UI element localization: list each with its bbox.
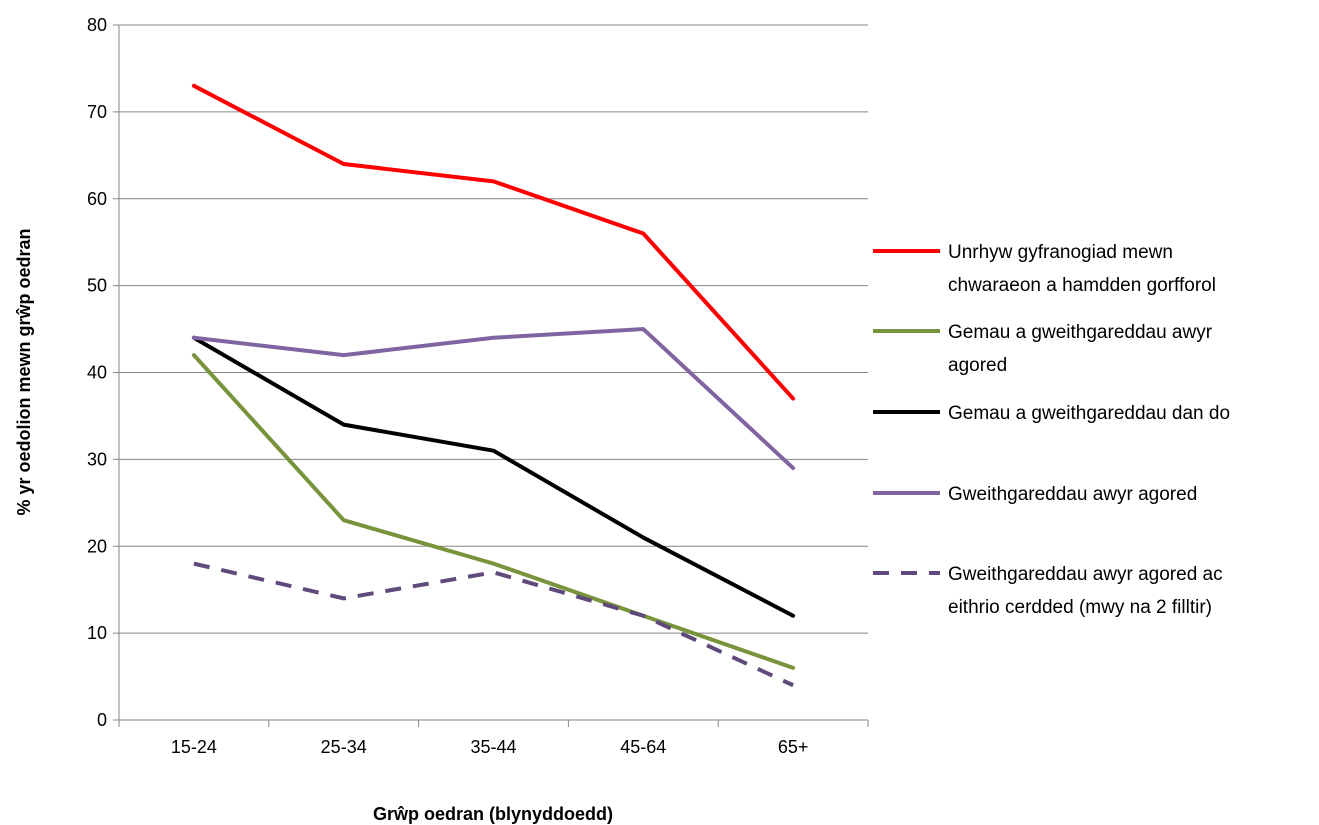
x-tick-label: 25-34 (321, 737, 367, 757)
legend-label: Gweithgareddau awyr agored ac eithrio cer… (948, 564, 1223, 618)
gridlines (119, 24, 868, 634)
series-line-5 (193, 561, 794, 688)
y-tick-label: 60 (87, 189, 107, 209)
x-tick-label: 15-24 (171, 737, 217, 757)
legend-item-2: Gemau a gweithgareddau awyr agored (873, 322, 1213, 376)
x-tick-label: 35-44 (470, 737, 516, 757)
x-axis-title: Grŵp oedran (blynyddoedd) (373, 804, 613, 824)
y-tick-label: 10 (87, 623, 107, 643)
legend-label-line: Gweithgareddau awyr agored (948, 484, 1197, 505)
series-lines (191, 83, 796, 688)
legend-label-line: agored (948, 355, 1007, 376)
x-axis-ticks: 15-24 25-34 35-44 45-64 65+ (118, 720, 869, 757)
legend: Unrhyw gyfranogiad mewn chwaraeon a hamdd… (873, 242, 1230, 618)
y-tick-label: 50 (87, 276, 107, 296)
legend-item-5: Gweithgareddau awyr agored ac eithrio cer… (873, 564, 1223, 618)
y-axis-ticks: 0 10 20 30 40 50 60 70 80 (87, 15, 119, 730)
series-line-3 (191, 335, 796, 618)
y-tick-label: 40 (87, 363, 107, 383)
x-tick-label: 45-64 (620, 737, 666, 757)
y-tick-label: 0 (97, 710, 107, 730)
y-tick-label: 30 (87, 449, 107, 469)
legend-label-line: chwaraeon a hamdden gorfforol (948, 275, 1216, 296)
legend-label: Unrhyw gyfranogiad mewn chwaraeon a hamdd… (948, 242, 1216, 296)
legend-label-line: eithrio cerdded (mwy na 2 filltir) (948, 597, 1212, 618)
y-tick-label: 20 (87, 536, 107, 556)
x-tick-label: 65+ (778, 737, 809, 757)
series-line-2 (191, 353, 796, 670)
legend-label-line: Unrhyw gyfranogiad mewn (948, 242, 1173, 263)
series-line-1 (191, 83, 796, 401)
y-axis-title: % yr oedolion mewn grŵp oedran (14, 228, 34, 515)
legend-label-line: Gemau a gweithgareddau dan do (948, 403, 1230, 424)
legend-item-3: Gemau a gweithgareddau dan do (873, 403, 1230, 424)
legend-label: Gweithgareddau awyr agored (948, 484, 1197, 505)
legend-label: Gemau a gweithgareddau dan do (948, 403, 1230, 424)
series-line-4 (191, 327, 796, 471)
legend-label-line: Gemau a gweithgareddau awyr (948, 322, 1213, 343)
y-tick-label: 70 (87, 102, 107, 122)
y-tick-label: 80 (87, 15, 107, 35)
legend-item-1: Unrhyw gyfranogiad mewn chwaraeon a hamdd… (873, 242, 1216, 296)
legend-label-line: Gweithgareddau awyr agored ac (948, 564, 1223, 585)
legend-label: Gemau a gweithgareddau awyr agored (948, 322, 1213, 376)
legend-item-4: Gweithgareddau awyr agored (873, 484, 1197, 505)
